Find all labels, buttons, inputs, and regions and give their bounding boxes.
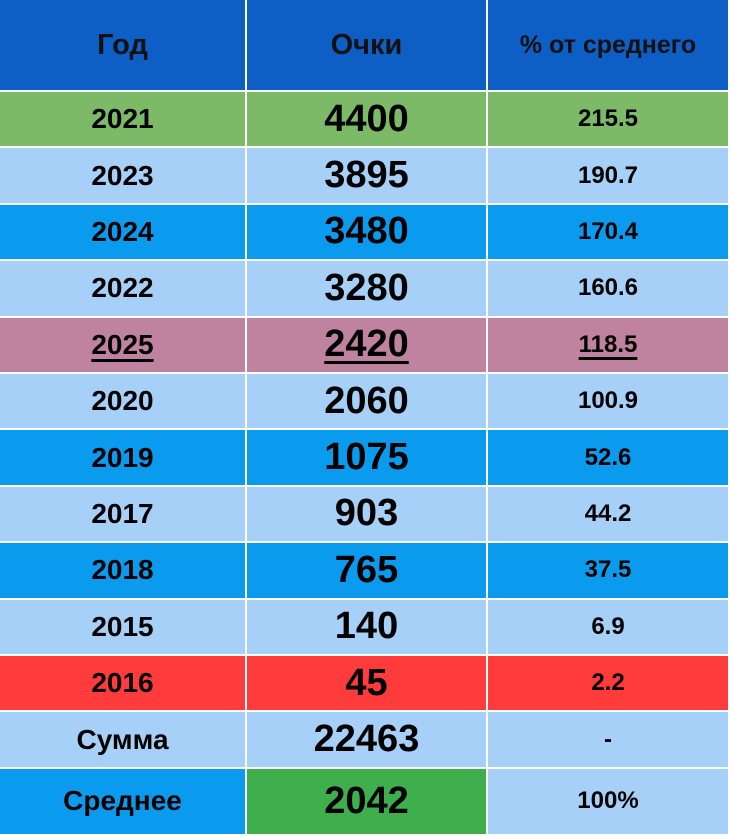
cell-text: 37.5 bbox=[584, 556, 632, 584]
table-cell: 160.6 bbox=[488, 261, 730, 318]
cell-text: 6.9 bbox=[591, 612, 625, 640]
table-cell: % от среднего bbox=[488, 0, 730, 92]
cell-text: 765 bbox=[334, 548, 399, 591]
table-cell: 3280 bbox=[247, 261, 488, 318]
cell-text: 3480 bbox=[324, 210, 409, 253]
cell-text: 22463 bbox=[313, 718, 420, 761]
table-cell: 2025 bbox=[0, 317, 247, 374]
cell-text: 215.5 bbox=[577, 105, 639, 133]
table-cell: 2022 bbox=[0, 261, 247, 318]
table-cell: 2018 bbox=[0, 543, 247, 600]
table-cell: Сумма bbox=[0, 712, 247, 769]
cell-text: - bbox=[604, 725, 612, 753]
cell-text: 160.6 bbox=[577, 274, 639, 302]
cell-text: Сумма bbox=[76, 723, 169, 755]
cell-text: 2021 bbox=[91, 103, 154, 135]
table-cell: 22463 bbox=[247, 712, 488, 769]
table-cell: Среднее bbox=[0, 768, 247, 836]
cell-text: 903 bbox=[334, 492, 399, 535]
table-cell: 2.2 bbox=[488, 656, 730, 713]
cell-text: 2022 bbox=[91, 272, 154, 304]
cell-text: 2017 bbox=[91, 497, 154, 529]
table-cell: 44.2 bbox=[488, 486, 730, 544]
table-cell: 765 bbox=[247, 543, 488, 600]
cell-text: 2060 bbox=[324, 379, 409, 422]
table-cell: 903 bbox=[247, 486, 488, 544]
table-cell: 118.5 bbox=[488, 317, 730, 374]
cell-text: 45 bbox=[345, 661, 388, 704]
table-cell: 140 bbox=[247, 599, 488, 656]
table-cell: 190.7 bbox=[488, 148, 730, 205]
cell-text: % от среднего bbox=[519, 30, 697, 59]
table-cell: 3895 bbox=[247, 148, 488, 205]
table-cell: 2020 bbox=[0, 374, 247, 431]
table-cell: 1075 bbox=[247, 430, 488, 487]
cell-text: 4400 bbox=[324, 97, 409, 140]
table-cell: 2017 bbox=[0, 486, 247, 544]
cell-text: 100% bbox=[577, 787, 639, 815]
cell-text: 170.4 bbox=[577, 217, 639, 245]
cell-text: 1075 bbox=[324, 436, 409, 479]
table-cell: 4400 bbox=[247, 92, 488, 149]
table-cell: 100% bbox=[488, 768, 730, 836]
cell-text: 2016 bbox=[91, 667, 154, 699]
cell-text: 140 bbox=[334, 605, 399, 648]
table-cell: 170.4 bbox=[488, 204, 730, 262]
cell-text: 2024 bbox=[91, 215, 154, 247]
table-cell: 2060 bbox=[247, 374, 488, 431]
table-cell: 2024 bbox=[0, 204, 247, 262]
cell-text: 2023 bbox=[91, 159, 154, 191]
table-cell: 3480 bbox=[247, 204, 488, 262]
cell-text: Год bbox=[97, 28, 148, 61]
table-cell: 2420 bbox=[247, 317, 488, 374]
cell-text: 2.2 bbox=[591, 669, 625, 697]
cell-text: 3280 bbox=[324, 266, 409, 309]
table-cell: 37.5 bbox=[488, 543, 730, 600]
table-cell: 52.6 bbox=[488, 430, 730, 487]
cell-text: 100.9 bbox=[577, 387, 639, 415]
cell-text: 52.6 bbox=[584, 443, 632, 471]
cell-text: Очки bbox=[330, 28, 403, 61]
cell-text: 118.5 bbox=[578, 330, 638, 358]
table-cell: 6.9 bbox=[488, 599, 730, 656]
cell-text: 2019 bbox=[91, 441, 154, 473]
cell-text: 44.2 bbox=[584, 499, 632, 527]
table-cell: 2016 bbox=[0, 656, 247, 713]
cell-text: 2025 bbox=[91, 328, 154, 360]
cell-text: 3895 bbox=[324, 154, 409, 197]
cell-text: 2420 bbox=[324, 323, 409, 366]
table-cell: 45 bbox=[247, 656, 488, 713]
table-cell: Год bbox=[0, 0, 247, 92]
table-cell: 2021 bbox=[0, 92, 247, 149]
table-cell: 215.5 bbox=[488, 92, 730, 149]
table-cell: 2042 bbox=[247, 768, 488, 836]
table-cell: - bbox=[488, 712, 730, 769]
cell-text: 190.7 bbox=[577, 161, 639, 189]
cell-text: 2018 bbox=[91, 554, 154, 586]
table-cell: 2019 bbox=[0, 430, 247, 487]
cell-text: Среднее bbox=[63, 785, 182, 817]
table-cell: Очки bbox=[247, 0, 488, 92]
cell-text: 2042 bbox=[324, 779, 409, 822]
cell-text: 2020 bbox=[91, 385, 154, 417]
table-cell: 2015 bbox=[0, 599, 247, 656]
cell-text: 2015 bbox=[91, 610, 154, 642]
table-cell: 2023 bbox=[0, 148, 247, 205]
table-cell: 100.9 bbox=[488, 374, 730, 431]
